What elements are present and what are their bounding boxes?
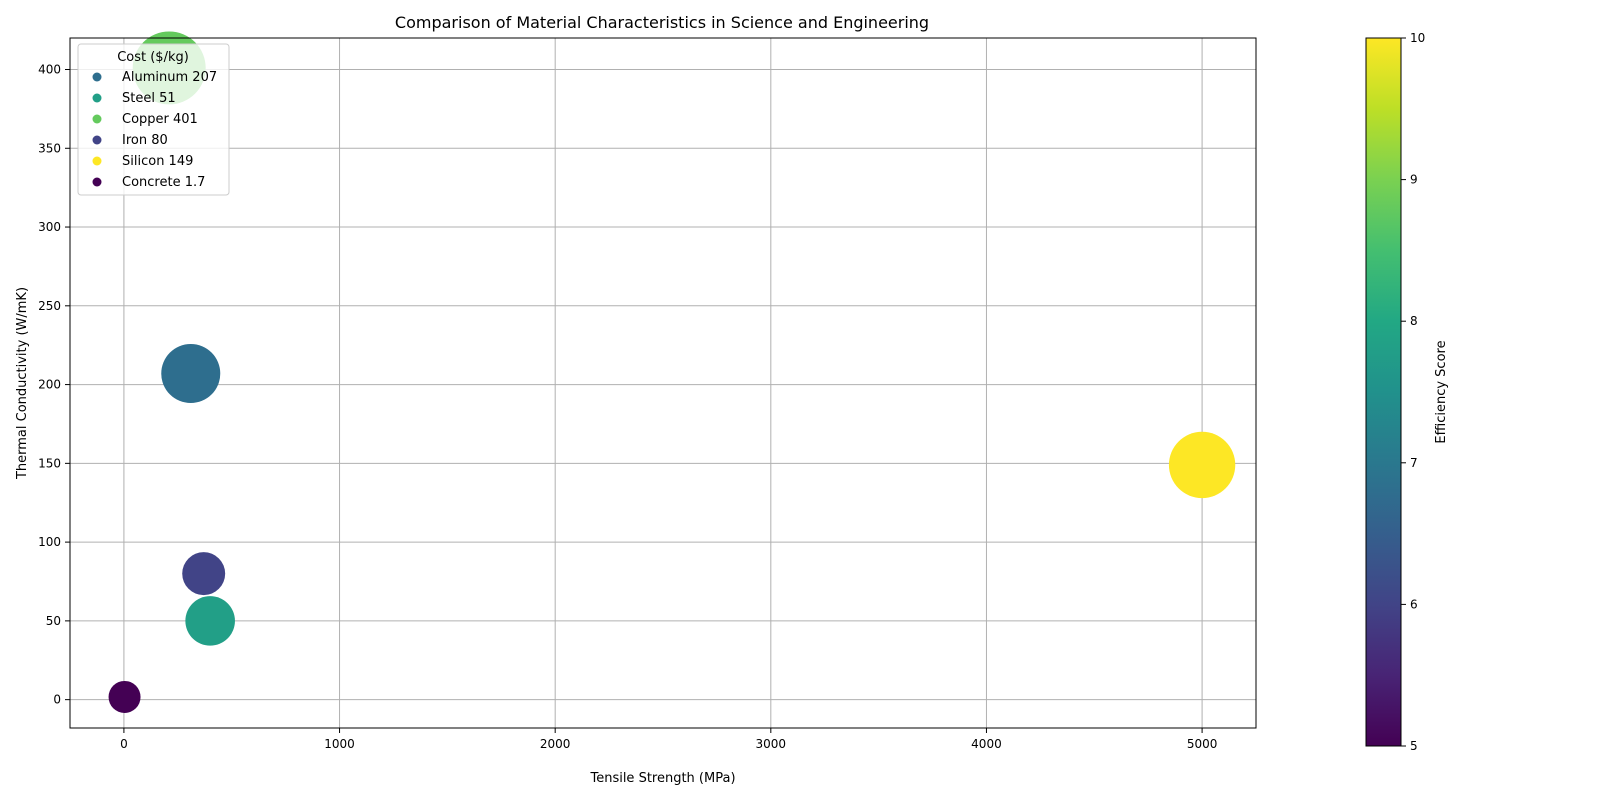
x-axis-ticks: 0 1000 2000 3000 4000 5000 xyxy=(120,728,1217,751)
legend-title: Cost ($/kg) xyxy=(117,50,189,65)
legend-entry-label: Steel 51 xyxy=(122,91,176,106)
legend-marker xyxy=(92,135,102,145)
legend-entries: Aluminum 207 Steel 51 Copper 401 Iron 80 Sil… xyxy=(92,70,217,190)
y-tick-label: 50 xyxy=(46,614,61,628)
y-tick-label: 350 xyxy=(38,141,61,155)
x-tick-label: 2000 xyxy=(540,737,571,751)
colorbar-tick-label: 5 xyxy=(1410,739,1418,753)
data-point-silicon xyxy=(1168,431,1236,499)
x-tick-label: 5000 xyxy=(1187,737,1218,751)
grid-lines xyxy=(70,38,1256,728)
colorbar: 5 6 7 8 9 10 Efficiency Score xyxy=(1365,31,1449,753)
legend-marker xyxy=(92,177,102,187)
y-axis-label: Thermal Conductivity (W/mK) xyxy=(15,287,30,480)
y-tick-label: 250 xyxy=(38,299,61,313)
data-point-steel xyxy=(185,596,235,646)
legend: Cost ($/kg) Aluminum 207 Steel 51 Copper 4… xyxy=(77,43,230,196)
colorbar-ticks: 5 6 7 8 9 10 xyxy=(1401,31,1425,753)
colorbar-label: Efficiency Score xyxy=(1434,340,1449,443)
y-tick-label: 150 xyxy=(38,456,61,470)
legend-marker xyxy=(92,114,102,124)
y-tick-label: 100 xyxy=(38,535,61,549)
y-tick-label: 0 xyxy=(53,693,61,707)
colorbar-tick-label: 6 xyxy=(1410,597,1418,611)
legend-box xyxy=(77,43,230,196)
legend-marker xyxy=(92,156,102,166)
data-point-iron xyxy=(182,552,226,596)
legend-entry-label: Concrete 1.7 xyxy=(122,175,205,190)
x-tick-label: 3000 xyxy=(756,737,787,751)
data-points xyxy=(108,31,1236,713)
x-tick-label: 0 xyxy=(120,737,128,751)
y-axis-ticks: 0 50 100 150 200 250 300 350 400 xyxy=(38,63,70,707)
legend-marker xyxy=(92,93,102,103)
colorbar-tick-label: 8 xyxy=(1410,314,1418,328)
data-point-concrete xyxy=(108,680,141,713)
y-tick-label: 300 xyxy=(38,220,61,234)
legend-entry-label: Iron 80 xyxy=(122,133,168,148)
colorbar-tick-label: 10 xyxy=(1410,31,1425,45)
legend-entry-label: Aluminum 207 xyxy=(122,70,217,85)
y-tick-label: 400 xyxy=(38,63,61,77)
colorbar-tick-label: 7 xyxy=(1410,456,1418,470)
data-point-aluminum xyxy=(161,344,221,404)
legend-entry-label: Copper 401 xyxy=(122,112,198,127)
x-tick-label: 4000 xyxy=(971,737,1002,751)
legend-entry-label: Silicon 149 xyxy=(122,154,193,169)
x-tick-label: 1000 xyxy=(324,737,355,751)
plot-frame xyxy=(69,37,1257,729)
legend-marker xyxy=(92,72,102,82)
x-axis-label: Tensile Strength (MPa) xyxy=(589,771,735,786)
colorbar-tick-label: 9 xyxy=(1410,173,1418,187)
colorbar-gradient xyxy=(1365,37,1402,747)
chart-title: Comparison of Material Characteristics i… xyxy=(395,13,929,32)
y-tick-label: 200 xyxy=(38,378,61,392)
